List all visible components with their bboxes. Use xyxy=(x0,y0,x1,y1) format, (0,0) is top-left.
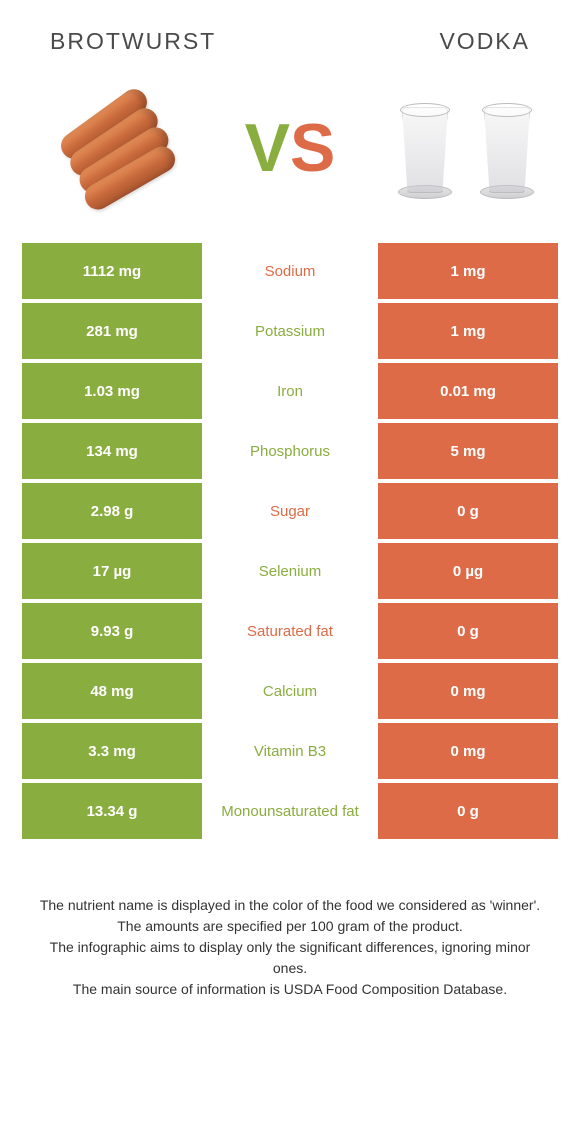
right-value: 0 mg xyxy=(378,723,558,779)
table-row: 17 µgSelenium0 µg xyxy=(22,543,558,599)
title-left: BROTWURST xyxy=(50,28,216,55)
nutrient-label: Calcium xyxy=(202,663,378,719)
left-value: 9.93 g xyxy=(22,603,202,659)
table-row: 13.34 gMonounsaturated fat0 g xyxy=(22,783,558,839)
right-value: 0 g xyxy=(378,603,558,659)
header: BROTWURST VODKA xyxy=(0,0,580,73)
right-value: 1 mg xyxy=(378,303,558,359)
footer-line-4: The main source of information is USDA F… xyxy=(36,979,544,1000)
right-value: 5 mg xyxy=(378,423,558,479)
right-value: 0 g xyxy=(378,783,558,839)
vs-label: VS xyxy=(245,114,336,182)
comparison-table: 1112 mgSodium1 mg281 mgPotassium1 mg1.03… xyxy=(0,243,580,839)
sausages-icon xyxy=(50,93,180,203)
vodka-illustration xyxy=(390,83,540,213)
left-value: 134 mg xyxy=(22,423,202,479)
brotwurst-illustration xyxy=(40,83,190,213)
left-value: 48 mg xyxy=(22,663,202,719)
footer-line-2: The amounts are specified per 100 gram o… xyxy=(36,916,544,937)
infographic-container: BROTWURST VODKA VS 1112 m xyxy=(0,0,580,1000)
right-value: 0 µg xyxy=(378,543,558,599)
left-value: 13.34 g xyxy=(22,783,202,839)
title-right: VODKA xyxy=(439,28,530,55)
nutrient-label: Monounsaturated fat xyxy=(202,783,378,839)
footer-line-3: The infographic aims to display only the… xyxy=(36,937,544,979)
right-value: 0 g xyxy=(378,483,558,539)
footer-notes: The nutrient name is displayed in the co… xyxy=(0,843,580,1000)
left-value: 17 µg xyxy=(22,543,202,599)
shot-glasses-icon xyxy=(390,83,540,213)
nutrient-label: Sugar xyxy=(202,483,378,539)
footer-line-1: The nutrient name is displayed in the co… xyxy=(36,895,544,916)
table-row: 1.03 mgIron0.01 mg xyxy=(22,363,558,419)
right-value: 0.01 mg xyxy=(378,363,558,419)
table-row: 3.3 mgVitamin B30 mg xyxy=(22,723,558,779)
table-row: 2.98 gSugar0 g xyxy=(22,483,558,539)
vs-s: S xyxy=(290,110,335,186)
table-row: 1112 mgSodium1 mg xyxy=(22,243,558,299)
table-row: 134 mgPhosphorus5 mg xyxy=(22,423,558,479)
hero-row: VS xyxy=(0,73,580,243)
nutrient-label: Potassium xyxy=(202,303,378,359)
right-value: 0 mg xyxy=(378,663,558,719)
left-value: 1.03 mg xyxy=(22,363,202,419)
right-value: 1 mg xyxy=(378,243,558,299)
left-value: 2.98 g xyxy=(22,483,202,539)
left-value: 3.3 mg xyxy=(22,723,202,779)
nutrient-label: Phosphorus xyxy=(202,423,378,479)
vs-v: V xyxy=(245,110,290,186)
left-value: 281 mg xyxy=(22,303,202,359)
table-row: 9.93 gSaturated fat0 g xyxy=(22,603,558,659)
table-row: 281 mgPotassium1 mg xyxy=(22,303,558,359)
table-row: 48 mgCalcium0 mg xyxy=(22,663,558,719)
left-value: 1112 mg xyxy=(22,243,202,299)
nutrient-label: Sodium xyxy=(202,243,378,299)
nutrient-label: Vitamin B3 xyxy=(202,723,378,779)
nutrient-label: Saturated fat xyxy=(202,603,378,659)
nutrient-label: Selenium xyxy=(202,543,378,599)
nutrient-label: Iron xyxy=(202,363,378,419)
